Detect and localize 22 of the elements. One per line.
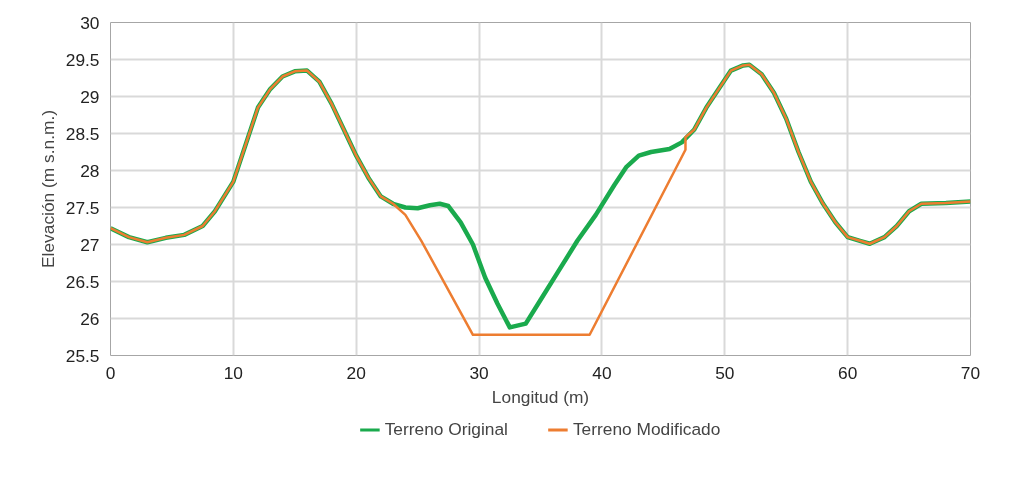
x-tick-label: 0 [105, 362, 116, 383]
x-tick-label: 20 [346, 362, 366, 383]
legend-label: Terreno Original [384, 418, 508, 440]
x-tick-label: 50 [715, 362, 735, 383]
x-tick-label: 40 [592, 362, 612, 383]
x-tick-label: 60 [838, 362, 858, 383]
legend-label: Terreno Modificado [572, 418, 721, 440]
y-tick-label: 26 [80, 308, 100, 329]
y-tick-label: 28 [80, 160, 100, 181]
y-tick-label: 26.5 [65, 271, 100, 292]
x-tick-label: 70 [960, 362, 981, 383]
y-tick-label: 27.5 [65, 197, 100, 218]
y-axis-title: Elevación (m s.n.m.) [37, 110, 58, 268]
y-tick-label: 25.5 [65, 345, 100, 366]
x-tick-label: 30 [469, 362, 489, 383]
y-tick-label: 29 [80, 86, 100, 107]
y-tick-label: 29.5 [65, 49, 100, 70]
y-tick-label: 30 [80, 12, 100, 33]
x-axis-title: Longitud (m) [491, 386, 590, 407]
y-tick-label: 27 [80, 234, 100, 255]
x-tick-label: 10 [223, 362, 243, 383]
y-tick-label: 28.5 [65, 123, 100, 144]
